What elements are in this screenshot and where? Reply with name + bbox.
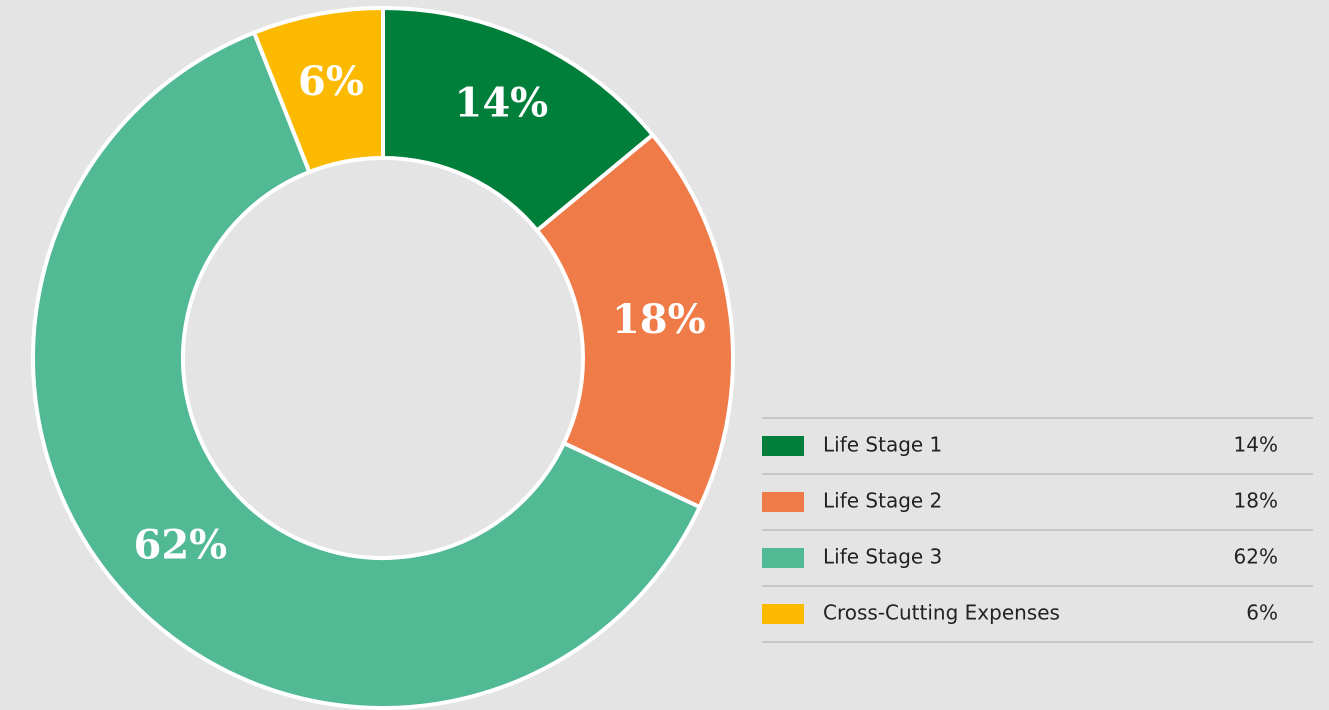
legend-swatch — [762, 436, 804, 456]
legend-swatch — [762, 492, 804, 512]
legend-swatch — [762, 548, 804, 568]
legend-value: 6% — [1246, 601, 1278, 625]
legend-value: 14% — [1234, 433, 1278, 457]
legend-label: Life Stage 3 — [823, 545, 942, 569]
slice-label: 6% — [298, 58, 364, 105]
donut-slice — [251, 5, 385, 175]
legend-swatch — [762, 604, 804, 624]
slice-label: 18% — [612, 296, 706, 343]
legend-label: Life Stage 1 — [823, 433, 942, 457]
donut-slice — [534, 132, 735, 510]
donut-slice — [381, 5, 656, 234]
slice-label: 62% — [134, 521, 228, 568]
legend-value: 18% — [1234, 489, 1278, 513]
legend-label: Life Stage 2 — [823, 489, 942, 513]
slice-label: 14% — [455, 79, 549, 126]
legend-label: Cross-Cutting Expenses — [823, 601, 1060, 625]
donut-slice — [31, 29, 703, 710]
legend-value: 62% — [1234, 545, 1278, 569]
